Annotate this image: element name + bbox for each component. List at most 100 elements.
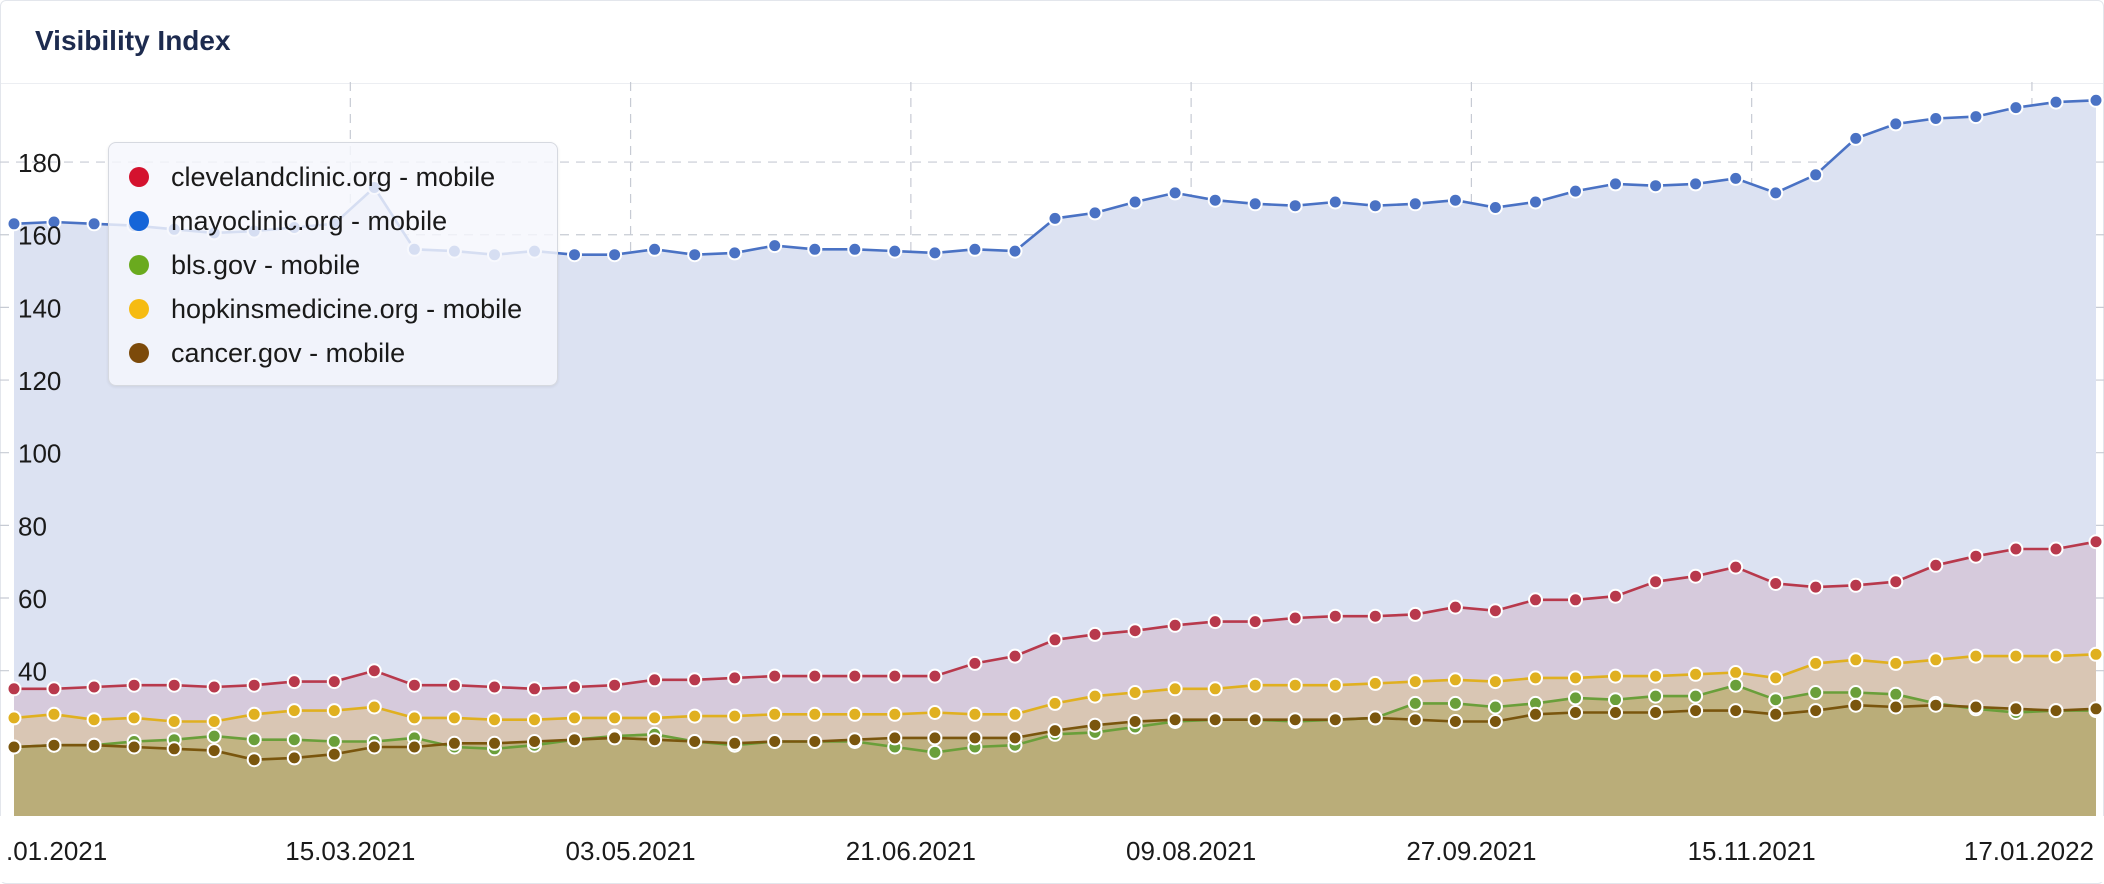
- data-point[interactable]: [286, 750, 302, 766]
- data-point[interactable]: [2048, 94, 2064, 110]
- data-point[interactable]: [1087, 688, 1103, 704]
- data-point[interactable]: [927, 744, 943, 760]
- data-point[interactable]: [286, 703, 302, 719]
- data-point[interactable]: [326, 674, 342, 690]
- data-point[interactable]: [1528, 706, 1543, 722]
- data-point[interactable]: [166, 677, 182, 693]
- data-point[interactable]: [687, 708, 703, 724]
- data-point[interactable]: [1007, 730, 1023, 746]
- data-point[interactable]: [487, 679, 502, 695]
- data-point[interactable]: [487, 735, 502, 751]
- data-point[interactable]: [366, 699, 382, 715]
- data-point[interactable]: [126, 710, 142, 726]
- data-point[interactable]: [1568, 183, 1583, 199]
- data-point[interactable]: [727, 708, 743, 724]
- data-point[interactable]: [1207, 681, 1223, 697]
- data-point[interactable]: [1608, 588, 1623, 604]
- data-point[interactable]: [1047, 210, 1063, 226]
- data-point[interactable]: [206, 743, 222, 759]
- data-point[interactable]: [46, 706, 62, 722]
- data-point[interactable]: [1007, 243, 1023, 259]
- data-point[interactable]: [46, 737, 62, 753]
- data-point[interactable]: [1367, 710, 1383, 726]
- data-point[interactable]: [166, 714, 182, 729]
- data-point[interactable]: [727, 670, 743, 686]
- data-point[interactable]: [1768, 670, 1784, 686]
- data-point[interactable]: [246, 752, 262, 768]
- data-point[interactable]: [527, 734, 542, 749]
- data-point[interactable]: [2088, 701, 2104, 717]
- data-point[interactable]: [1928, 652, 1944, 668]
- data-point[interactable]: [1608, 705, 1623, 720]
- data-point[interactable]: [927, 245, 943, 261]
- data-point[interactable]: [1327, 608, 1343, 624]
- data-point[interactable]: [1207, 712, 1223, 728]
- data-point[interactable]: [1447, 192, 1463, 208]
- data-point[interactable]: [46, 681, 62, 697]
- data-point[interactable]: [847, 706, 863, 722]
- data-point[interactable]: [767, 706, 783, 722]
- data-point[interactable]: [1848, 130, 1864, 146]
- data-point[interactable]: [1207, 614, 1223, 630]
- data-point[interactable]: [2008, 701, 2024, 717]
- data-point[interactable]: [1528, 194, 1543, 210]
- data-point[interactable]: [1888, 116, 1904, 132]
- data-point[interactable]: [1968, 648, 1984, 664]
- data-point[interactable]: [727, 735, 743, 751]
- data-point[interactable]: [1127, 623, 1143, 639]
- data-point[interactable]: [326, 703, 342, 719]
- data-point[interactable]: [166, 741, 182, 757]
- data-point[interactable]: [1487, 714, 1503, 729]
- data-point[interactable]: [2008, 541, 2024, 557]
- data-point[interactable]: [1167, 185, 1183, 201]
- data-point[interactable]: [446, 735, 462, 751]
- data-point[interactable]: [1247, 614, 1263, 630]
- data-point[interactable]: [1768, 706, 1784, 722]
- data-point[interactable]: [126, 677, 142, 693]
- data-point[interactable]: [86, 712, 102, 728]
- data-point[interactable]: [1127, 714, 1143, 729]
- data-point[interactable]: [1087, 205, 1103, 221]
- data-point[interactable]: [527, 712, 542, 728]
- data-point[interactable]: [206, 728, 222, 744]
- data-point[interactable]: [567, 247, 582, 263]
- data-point[interactable]: [1688, 666, 1704, 682]
- data-point[interactable]: [1808, 167, 1824, 183]
- legend-item-mayoclinic[interactable]: mayoclinic.org - mobile: [129, 201, 447, 241]
- data-point[interactable]: [1528, 670, 1543, 686]
- data-point[interactable]: [1447, 714, 1463, 729]
- data-point[interactable]: [1648, 574, 1664, 590]
- data-point[interactable]: [1407, 606, 1423, 622]
- data-point[interactable]: [767, 238, 783, 254]
- data-point[interactable]: [1568, 690, 1583, 706]
- data-point[interactable]: [1808, 703, 1824, 719]
- data-point[interactable]: [767, 668, 783, 684]
- data-point[interactable]: [1568, 592, 1583, 608]
- data-point[interactable]: [687, 247, 703, 263]
- data-point[interactable]: [967, 241, 983, 257]
- data-point[interactable]: [1367, 675, 1383, 691]
- data-point[interactable]: [1768, 185, 1784, 201]
- data-point[interactable]: [1568, 705, 1583, 720]
- data-point[interactable]: [46, 214, 62, 230]
- data-point[interactable]: [1207, 192, 1223, 208]
- data-point[interactable]: [1447, 672, 1463, 688]
- data-point[interactable]: [1648, 688, 1664, 704]
- data-point[interactable]: [687, 734, 703, 749]
- data-point[interactable]: [1127, 194, 1143, 210]
- data-point[interactable]: [1007, 648, 1023, 664]
- data-point[interactable]: [487, 712, 502, 728]
- data-point[interactable]: [1007, 706, 1023, 722]
- data-point[interactable]: [86, 216, 102, 232]
- data-point[interactable]: [6, 710, 22, 726]
- data-point[interactable]: [2088, 646, 2104, 662]
- data-point[interactable]: [1688, 568, 1704, 584]
- data-point[interactable]: [1447, 599, 1463, 615]
- data-point[interactable]: [687, 672, 703, 688]
- data-point[interactable]: [1127, 685, 1143, 700]
- data-point[interactable]: [567, 732, 582, 748]
- data-point[interactable]: [1728, 665, 1744, 680]
- data-point[interactable]: [1247, 196, 1263, 212]
- data-point[interactable]: [1808, 655, 1824, 671]
- data-point[interactable]: [647, 241, 663, 257]
